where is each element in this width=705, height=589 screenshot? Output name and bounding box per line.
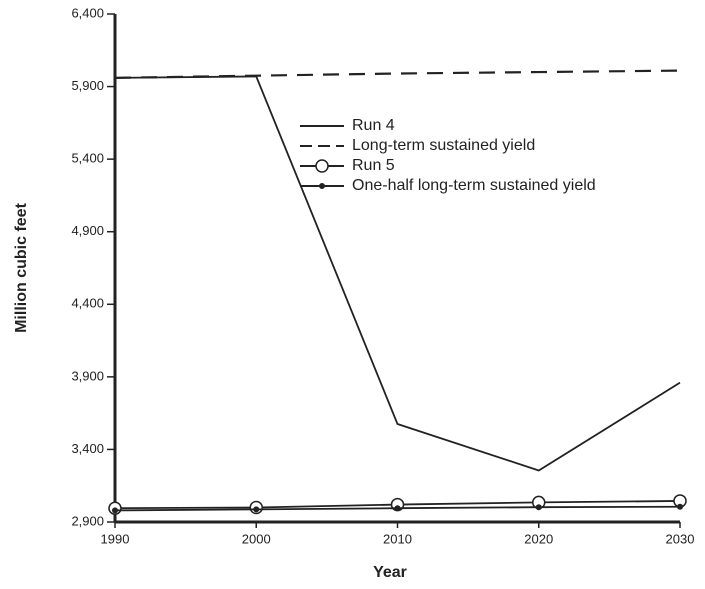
y-tick-label: 3,400 [71, 441, 104, 456]
y-axis-label: Million cubic feet [13, 202, 30, 332]
legend-label: Run 4 [352, 117, 395, 134]
marker [253, 506, 260, 513]
y-tick-label: 5,400 [71, 151, 104, 166]
y-tick-label: 6,400 [71, 5, 104, 20]
x-tick-label: 2030 [666, 531, 695, 546]
legend-label: Run 5 [352, 157, 395, 174]
x-tick-label: 1990 [101, 531, 130, 546]
y-tick-label: 5,900 [71, 78, 104, 93]
marker [535, 504, 542, 511]
x-tick-label: 2010 [383, 531, 412, 546]
legend-label: Long-term sustained yield [352, 137, 535, 154]
series-line [114, 75, 681, 472]
y-tick-label: 4,400 [71, 296, 104, 311]
x-tick-label: 2020 [524, 531, 553, 546]
x-tick-label: 2000 [242, 531, 271, 546]
series-line [114, 69, 681, 79]
y-tick-label: 3,900 [71, 368, 104, 383]
legend-marker [319, 183, 325, 189]
marker [394, 505, 401, 512]
legend-label: One-half long-term sustained yield [352, 177, 596, 194]
y-tick-label: 4,900 [71, 223, 104, 238]
y-tick-label: 2,900 [71, 513, 104, 528]
legend-marker [315, 159, 329, 173]
marker [677, 503, 683, 510]
x-axis-label: Year [373, 564, 407, 581]
marker [112, 507, 118, 514]
